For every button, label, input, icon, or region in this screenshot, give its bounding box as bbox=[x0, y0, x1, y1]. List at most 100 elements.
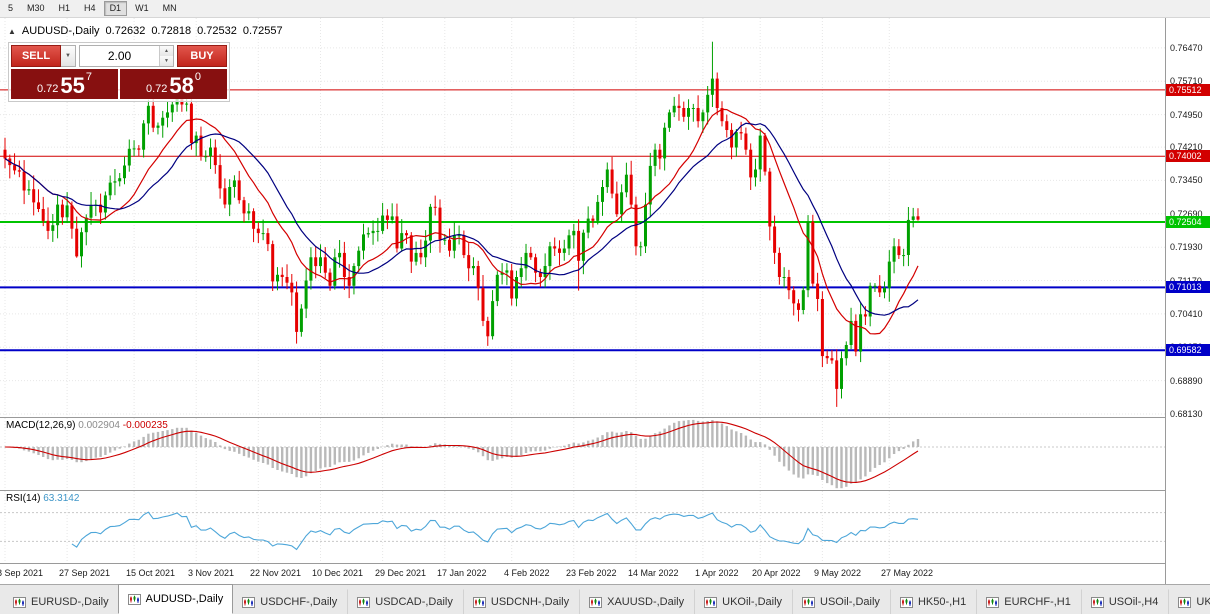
level-price-label: 0.74002 bbox=[1166, 150, 1210, 162]
level-price-label: 0.71013 bbox=[1166, 281, 1210, 293]
candle-body bbox=[591, 218, 595, 221]
candle-body bbox=[261, 233, 265, 235]
candle-body bbox=[878, 285, 882, 293]
chart-tab-usdcnh-daily[interactable]: USDCNH-,Daily bbox=[462, 589, 579, 614]
date-tick-label: 29 Dec 2021 bbox=[375, 568, 427, 578]
rsi-name: RSI(14) bbox=[6, 493, 41, 504]
chart-tab-usdcad-daily[interactable]: USDCAD-,Daily bbox=[347, 589, 463, 614]
candle-body bbox=[883, 288, 886, 293]
candle-body bbox=[194, 135, 198, 144]
candle-body bbox=[658, 149, 662, 159]
candle-body bbox=[486, 320, 490, 337]
candle-body bbox=[457, 235, 461, 237]
date-tick-label: 15 Oct 2021 bbox=[126, 568, 176, 578]
chart-tab-usoil-h4[interactable]: USOil-,H4 bbox=[1080, 589, 1169, 614]
candle-body bbox=[37, 202, 40, 209]
candle-body bbox=[170, 104, 174, 113]
rsi-indicator-chart[interactable] bbox=[0, 491, 1165, 563]
chart-tab-eurchf-h1[interactable]: EURCHF-,H1 bbox=[976, 589, 1081, 614]
candle-body bbox=[75, 228, 79, 257]
candle-body bbox=[773, 226, 777, 253]
mini-chart-icon bbox=[1178, 596, 1192, 608]
candle-body bbox=[323, 257, 327, 273]
time-axis[interactable]: 8 Sep 2021 27 Sep 2021 15 Oct 2021 3 Nov 20… bbox=[0, 564, 1165, 584]
volume-input[interactable] bbox=[80, 46, 159, 66]
price-tick-label: 0.70410 bbox=[1170, 309, 1203, 319]
timeframe-button-mn[interactable]: MN bbox=[157, 1, 183, 16]
chart-tab-ukoil-daily[interactable]: UKOil-,Daily bbox=[694, 589, 792, 614]
candle-body bbox=[787, 277, 791, 291]
volume-decrease-button[interactable]: ▼ bbox=[160, 56, 173, 66]
candle-body bbox=[682, 108, 686, 117]
chart-tab-label: AUDUSD-,Daily bbox=[145, 593, 224, 605]
candle-body bbox=[596, 201, 600, 221]
timeframe-button-d1[interactable]: D1 bbox=[103, 1, 128, 16]
price-tick-label: 0.74950 bbox=[1170, 110, 1203, 120]
date-tick-label: 22 Nov 2021 bbox=[250, 568, 302, 578]
candle-body bbox=[553, 246, 557, 249]
order-type-dropdown[interactable]: ▼ bbox=[61, 45, 76, 67]
candle-body bbox=[467, 255, 471, 269]
date-tick-label: 3 Nov 2021 bbox=[188, 568, 235, 578]
candle-body bbox=[118, 178, 122, 182]
candle-body bbox=[854, 320, 858, 352]
volume-field: ▲ ▼ bbox=[79, 45, 174, 67]
volume-increase-button[interactable]: ▲ bbox=[160, 46, 173, 56]
chart-tab-eurusd-daily[interactable]: EURUSD-,Daily bbox=[3, 589, 119, 614]
candle-body bbox=[247, 211, 251, 214]
mini-chart-icon bbox=[1090, 596, 1104, 608]
price-tick-label: 0.75710 bbox=[1170, 76, 1203, 86]
candle-body bbox=[581, 232, 585, 261]
mini-chart-icon bbox=[357, 596, 371, 608]
chart-tab-ukoil-h4[interactable]: UKOil-,H4 bbox=[1168, 589, 1210, 614]
chart-tab-audusd-daily[interactable]: AUDUSD-,Daily bbox=[117, 584, 234, 614]
candle-body bbox=[409, 235, 413, 262]
buy-price-display[interactable]: 0.72 58 0 bbox=[120, 69, 227, 99]
chart-tab-label: USOil-,H4 bbox=[1108, 596, 1159, 608]
price-axis[interactable]: 0.00819 0.00 -0.01212 100 70 30 0 0.7647… bbox=[1165, 18, 1210, 584]
pane-separator[interactable] bbox=[0, 417, 1210, 418]
candle-body bbox=[405, 233, 408, 236]
candle-body bbox=[897, 246, 901, 256]
chart-tab-label: XAUUSD-,Daily bbox=[607, 596, 685, 608]
date-tick-label: 20 Apr 2022 bbox=[752, 568, 801, 578]
candle-body bbox=[529, 252, 533, 258]
candle-body bbox=[744, 133, 748, 150]
chart-tab-usoil-daily[interactable]: USOil-,Daily bbox=[792, 589, 890, 614]
candle-body bbox=[801, 290, 805, 310]
timeframe-button-h1[interactable]: H1 bbox=[53, 1, 77, 16]
timeframe-button-5[interactable]: 5 bbox=[2, 1, 19, 16]
candle-body bbox=[816, 283, 820, 299]
mini-chart-icon bbox=[13, 596, 26, 608]
candle-body bbox=[577, 230, 581, 261]
candle-body bbox=[844, 345, 848, 359]
macd-main-value: 0.002904 bbox=[78, 420, 120, 431]
sell-button[interactable]: SELL bbox=[11, 45, 61, 67]
chart-tab-hk50-h1[interactable]: HK50-,H1 bbox=[889, 589, 976, 614]
buy-price-pip: 0 bbox=[194, 71, 202, 83]
main-price-chart[interactable] bbox=[0, 18, 1165, 417]
candle-body bbox=[385, 215, 389, 220]
candle-body bbox=[70, 205, 74, 229]
date-tick-label: 23 Feb 2022 bbox=[566, 568, 617, 578]
level-price-label: 0.72504 bbox=[1166, 216, 1210, 228]
candle-body bbox=[276, 274, 279, 282]
timeframe-button-h4[interactable]: H4 bbox=[78, 1, 102, 16]
candle-body bbox=[687, 108, 690, 117]
timeframe-button-m30[interactable]: M30 bbox=[21, 1, 51, 16]
candle-body bbox=[663, 127, 667, 159]
price-tick-label: 0.68130 bbox=[1170, 409, 1203, 419]
timeframe-button-w1[interactable]: W1 bbox=[129, 1, 155, 16]
candle-body bbox=[586, 218, 590, 233]
pane-separator[interactable] bbox=[0, 490, 1210, 491]
macd-indicator-chart[interactable] bbox=[0, 418, 1165, 490]
candle-body bbox=[462, 235, 466, 256]
candle-body bbox=[46, 220, 50, 231]
buy-button[interactable]: BUY bbox=[177, 45, 227, 67]
mini-chart-icon bbox=[704, 596, 718, 608]
mini-chart-icon bbox=[589, 596, 603, 608]
candle-body bbox=[252, 211, 256, 229]
sell-price-display[interactable]: 0.72 55 7 bbox=[11, 69, 118, 99]
chart-tab-usdchf-daily[interactable]: USDCHF-,Daily bbox=[232, 589, 347, 614]
chart-tab-xauusd-daily[interactable]: XAUUSD-,Daily bbox=[579, 589, 694, 614]
